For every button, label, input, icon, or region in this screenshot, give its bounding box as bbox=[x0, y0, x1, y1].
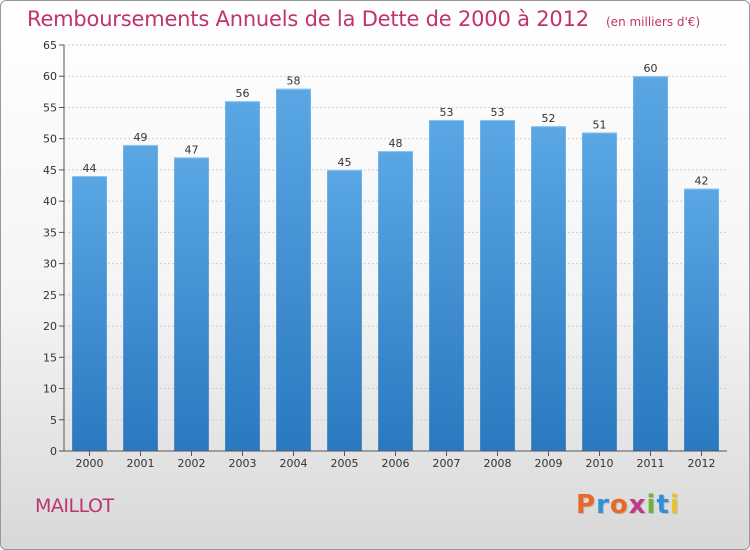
bar bbox=[378, 151, 413, 451]
bar-value-label: 52 bbox=[542, 112, 556, 125]
y-tick-label: 55 bbox=[43, 101, 57, 114]
bar-value-label: 53 bbox=[440, 106, 454, 119]
logo-letter: x bbox=[628, 490, 647, 520]
logo-letter: t bbox=[656, 490, 670, 520]
bar bbox=[633, 76, 668, 451]
logo-letter: i bbox=[646, 490, 657, 520]
chart-unit: (en milliers d'€) bbox=[606, 15, 701, 29]
bar-value-label: 45 bbox=[338, 156, 352, 169]
y-tick-label: 5 bbox=[50, 414, 57, 427]
x-tick-label: 2000 bbox=[76, 457, 104, 470]
bar-value-label: 56 bbox=[236, 87, 250, 100]
x-tick-label: 2005 bbox=[331, 457, 359, 470]
bar-value-label: 60 bbox=[644, 62, 658, 75]
logo-letter: P bbox=[576, 490, 597, 520]
bar-value-label: 42 bbox=[695, 175, 709, 188]
bar-value-label: 58 bbox=[287, 75, 301, 88]
x-tick-label: 2009 bbox=[535, 457, 563, 470]
y-tick-label: 25 bbox=[43, 289, 57, 302]
x-tick-label: 2001 bbox=[127, 457, 155, 470]
x-tick-label: 2003 bbox=[229, 457, 257, 470]
bar bbox=[684, 188, 719, 451]
y-tick-label: 50 bbox=[43, 133, 57, 146]
x-tick-label: 2002 bbox=[178, 457, 206, 470]
y-tick-label: 35 bbox=[43, 226, 57, 239]
y-tick-label: 65 bbox=[43, 39, 57, 52]
y-tick-label: 45 bbox=[43, 164, 57, 177]
bar bbox=[72, 176, 107, 451]
x-tick-label: 2008 bbox=[484, 457, 512, 470]
commune-name: MAILLOT bbox=[35, 495, 114, 517]
bar-value-label: 47 bbox=[185, 143, 199, 156]
bar bbox=[327, 169, 362, 451]
x-tick-label: 2004 bbox=[280, 457, 308, 470]
bar-value-label: 44 bbox=[83, 162, 97, 175]
bar bbox=[582, 132, 617, 451]
y-tick-label: 40 bbox=[43, 195, 57, 208]
logo-letter: r bbox=[596, 490, 610, 520]
y-tick-label: 15 bbox=[43, 351, 57, 364]
x-tick-label: 2011 bbox=[637, 457, 665, 470]
logo-letter: o bbox=[609, 490, 629, 520]
proxiti-logo: Proxiti bbox=[576, 490, 680, 520]
y-tick-label: 20 bbox=[43, 320, 57, 333]
y-tick-label: 30 bbox=[43, 258, 57, 271]
chart-header: Remboursements Annuels de la Dette de 20… bbox=[27, 7, 700, 31]
bar bbox=[225, 101, 260, 451]
bar bbox=[480, 119, 515, 451]
bar bbox=[531, 126, 566, 451]
bar bbox=[123, 144, 158, 451]
bar-value-label: 53 bbox=[491, 106, 505, 119]
bar bbox=[429, 119, 464, 451]
logo-letter: i bbox=[669, 490, 680, 520]
chart-title: Remboursements Annuels de la Dette de 20… bbox=[27, 7, 589, 31]
bar bbox=[276, 88, 311, 451]
bar-value-label: 49 bbox=[134, 131, 148, 144]
y-tick-label: 10 bbox=[43, 383, 57, 396]
bar bbox=[174, 157, 209, 451]
x-tick-label: 2010 bbox=[586, 457, 614, 470]
y-tick-label: 60 bbox=[43, 70, 57, 83]
bar-value-label: 48 bbox=[389, 137, 403, 150]
y-tick-label: 0 bbox=[50, 445, 57, 458]
x-tick-label: 2007 bbox=[433, 457, 461, 470]
x-tick-label: 2012 bbox=[688, 457, 716, 470]
x-tick-label: 2006 bbox=[382, 457, 410, 470]
bar-value-label: 51 bbox=[593, 118, 607, 131]
